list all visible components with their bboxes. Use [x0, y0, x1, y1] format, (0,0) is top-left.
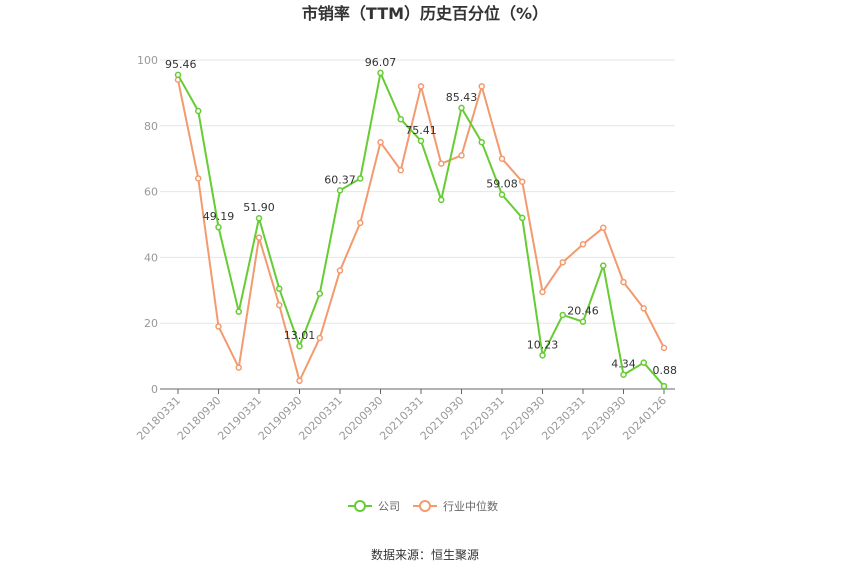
legend-item-industry-median[interactable]: 行业中位数: [413, 499, 498, 513]
source-note: 数据来源：恒生聚源: [371, 547, 479, 562]
data-point[interactable]: [458, 104, 465, 112]
data-point[interactable]: [579, 318, 587, 325]
data-point[interactable]: [215, 223, 222, 231]
data-point[interactable]: [255, 234, 263, 241]
data-label: 59.08: [486, 178, 518, 191]
data-point[interactable]: [660, 344, 668, 352]
data-point[interactable]: [235, 364, 242, 371]
data-point[interactable]: [620, 371, 627, 378]
data-label: 51.90: [243, 201, 275, 214]
data-point[interactable]: [640, 359, 647, 366]
data-point[interactable]: [276, 285, 283, 292]
data-label: 10.23: [527, 338, 559, 351]
x-tick-label: 20240126: [620, 394, 669, 443]
data-label: 96.07: [365, 56, 397, 69]
data-point[interactable]: [377, 69, 384, 77]
data-point[interactable]: [438, 196, 445, 204]
data-point[interactable]: [195, 107, 202, 115]
data-point[interactable]: [478, 83, 485, 90]
series-line: [177, 69, 665, 387]
data-point[interactable]: [215, 323, 222, 330]
grid: [160, 59, 675, 324]
y-tick-label: 80: [144, 120, 158, 133]
legend-label-company: 公司: [378, 500, 400, 513]
data-point[interactable]: [316, 334, 323, 342]
data-point[interactable]: [397, 115, 404, 123]
data-label: 75.41: [405, 124, 437, 137]
data-label: 49.19: [203, 210, 235, 223]
data-point[interactable]: [438, 160, 445, 167]
data-point[interactable]: [276, 301, 283, 309]
legend-marker-company: [354, 500, 366, 512]
data-point[interactable]: [397, 166, 404, 174]
data-point[interactable]: [539, 288, 546, 296]
data-label: 13.01: [284, 329, 316, 342]
y-tick-label: 60: [144, 186, 158, 199]
data-point[interactable]: [174, 71, 182, 79]
legend-item-company[interactable]: 公司: [348, 500, 400, 513]
x-axis: 2018033120180930201903312019093020200331…: [134, 388, 675, 443]
data-point[interactable]: [417, 137, 425, 145]
data-point[interactable]: [579, 240, 587, 248]
legend-marker-industry-median: [419, 500, 431, 512]
data-labels: 95.46 49.19 51.90 13.01 60.37 96.07 75.41 85.43…: [165, 56, 677, 377]
data-label: 4.34: [611, 358, 636, 371]
data-point[interactable]: [357, 175, 364, 182]
data-point[interactable]: [539, 352, 546, 359]
data-point[interactable]: [498, 191, 506, 198]
y-tick-label: 0: [151, 383, 158, 396]
data-point[interactable]: [316, 290, 323, 297]
data-point[interactable]: [600, 224, 607, 232]
data-point[interactable]: [195, 175, 202, 182]
data-point[interactable]: [519, 178, 526, 185]
chart-title: 市销率（TTM）历史百分位（%）: [302, 4, 548, 23]
data-point[interactable]: [235, 308, 242, 315]
data-point[interactable]: [296, 377, 303, 385]
data-point[interactable]: [559, 311, 566, 319]
y-axis: 0 20 40 60 80 100: [137, 54, 158, 396]
data-point[interactable]: [336, 187, 344, 194]
data-point[interactable]: [377, 139, 384, 146]
y-tick-label: 40: [144, 251, 158, 264]
legend-label-industry-median: 行业中位数: [443, 499, 498, 513]
data-point[interactable]: [559, 259, 566, 266]
data-point[interactable]: [660, 382, 668, 390]
data-point[interactable]: [255, 214, 263, 222]
data-point[interactable]: [640, 305, 647, 312]
data-point[interactable]: [296, 342, 303, 350]
data-point[interactable]: [620, 278, 627, 286]
data-point[interactable]: [478, 139, 485, 146]
series-company: [174, 69, 668, 390]
data-label: 20.46: [567, 305, 599, 318]
data-point[interactable]: [458, 152, 465, 159]
data-label: 60.37: [324, 173, 356, 186]
data-point[interactable]: [357, 219, 364, 227]
data-point[interactable]: [336, 267, 344, 274]
data-point[interactable]: [498, 155, 506, 162]
y-tick-label: 100: [137, 54, 158, 67]
data-label: 85.43: [446, 91, 478, 104]
legend[interactable]: 公司 行业中位数: [348, 499, 498, 513]
data-label: 0.88: [653, 364, 678, 377]
data-point[interactable]: [417, 83, 425, 90]
series-layer: [174, 69, 668, 390]
series-industry-median: [174, 76, 668, 385]
data-point[interactable]: [519, 214, 526, 222]
data-point[interactable]: [600, 262, 607, 269]
y-tick-label: 20: [144, 317, 158, 330]
data-label: 95.46: [165, 58, 197, 71]
